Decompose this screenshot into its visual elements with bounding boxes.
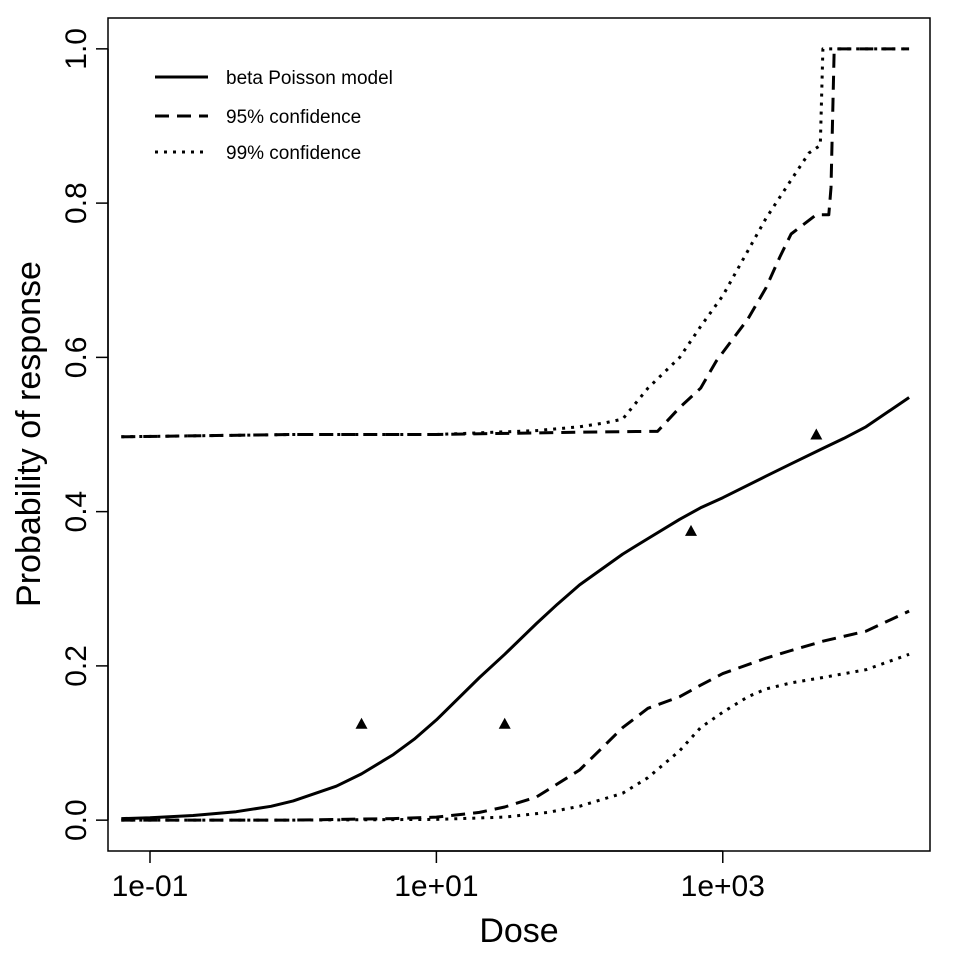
- x-axis-title: Dose: [479, 912, 558, 950]
- y-tick-label: 0.0: [60, 799, 93, 841]
- x-tick-label: 1e+01: [394, 870, 478, 903]
- observed-point: [498, 717, 511, 729]
- observed-point: [810, 428, 823, 440]
- x-tick-label: 1e-01: [112, 870, 189, 903]
- x-tick-label: 1e+03: [681, 870, 765, 903]
- y-axis: 0.0 0.2 0.4 0.6 0.8 1.0: [60, 28, 109, 841]
- legend-label-model: beta Poisson model: [226, 68, 393, 89]
- observed-point: [685, 524, 698, 536]
- observed-point: [355, 717, 368, 729]
- series-model: [121, 396, 910, 821]
- legend-label-ci99: 99% confidence: [226, 143, 361, 164]
- y-tick-label: 0.8: [60, 182, 93, 224]
- series-ci99-upper: [121, 47, 910, 439]
- y-tick-label: 0.2: [60, 645, 93, 687]
- y-tick-label: 0.6: [60, 337, 93, 379]
- x-axis: 1e-01 1e+01 1e+03: [112, 850, 765, 903]
- y-tick-label: 1.0: [60, 28, 93, 70]
- legend: beta Poisson model 95% confidence 99% co…: [155, 68, 393, 164]
- y-tick-label: 0.4: [60, 491, 93, 533]
- series-layer: [121, 47, 910, 822]
- legend-label-ci95: 95% confidence: [226, 107, 361, 128]
- observed-points: [355, 428, 823, 729]
- series-ci99-lower: [121, 652, 910, 822]
- series-ci95-upper: [121, 47, 910, 439]
- y-axis-title: Probability of response: [10, 261, 48, 607]
